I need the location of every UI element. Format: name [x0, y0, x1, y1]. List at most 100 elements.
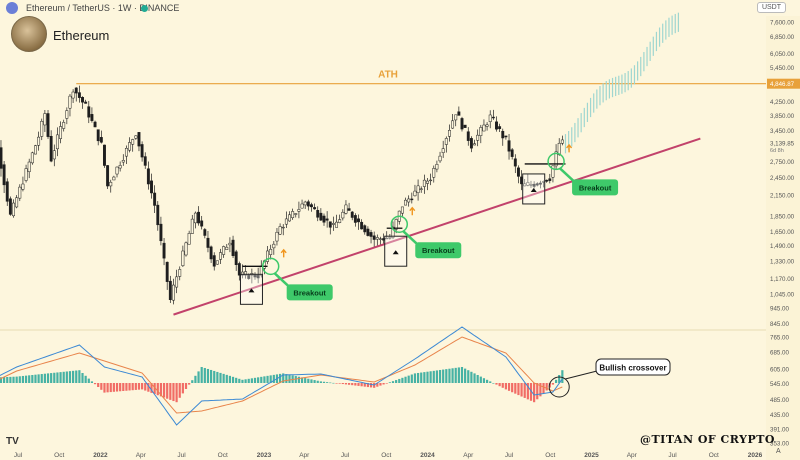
triangle-up-icon — [530, 187, 537, 192]
histogram-bar — [413, 373, 417, 383]
candle-body — [162, 242, 166, 259]
histogram-bar — [53, 372, 56, 383]
currency-selector[interactable]: USDT — [756, 2, 786, 13]
candle-body — [118, 165, 122, 169]
y-tick-label: 945.00 — [770, 305, 789, 312]
histogram-bar — [542, 383, 545, 394]
histogram-bar — [307, 378, 310, 383]
y-tick-label: 391.00 — [770, 426, 789, 433]
candle-body — [150, 180, 153, 194]
x-tick-label: 2024 — [420, 452, 435, 459]
breakout-badge — [286, 284, 333, 301]
candle-body — [115, 166, 119, 175]
tradingview-logo-icon[interactable]: TV — [6, 436, 19, 447]
candle-body — [193, 212, 197, 224]
histogram-bar — [156, 383, 159, 396]
histogram-bar — [103, 383, 106, 393]
x-tick-label: Apr — [299, 452, 310, 459]
candle-body — [15, 197, 19, 208]
candle-body — [501, 130, 505, 139]
histogram-bar — [3, 377, 6, 383]
x-tick-label: 2025 — [584, 452, 599, 459]
y-tick-label: 765.00 — [770, 334, 789, 341]
candle-body — [294, 213, 298, 215]
candle-body — [388, 237, 392, 239]
histogram-bar — [65, 371, 68, 383]
x-tick-label: Jul — [668, 452, 677, 459]
histogram-bar — [153, 383, 156, 395]
histogram-bar — [141, 383, 144, 390]
histogram-bar — [313, 380, 316, 383]
candle-body — [300, 203, 304, 209]
histogram-bar — [332, 382, 335, 384]
candle-body — [200, 220, 204, 227]
symbol-label[interactable]: Ethereum / TetherUS · 1W · BINANCE — [26, 3, 180, 13]
histogram-bar — [354, 383, 357, 386]
histogram-bar — [369, 383, 373, 388]
candle-body — [93, 121, 97, 128]
candle-body — [319, 212, 323, 221]
histogram-bar — [191, 380, 194, 383]
candle-body — [495, 121, 498, 130]
histogram-bar — [435, 370, 439, 383]
y-tick-label: 6,050.00 — [770, 51, 795, 58]
histogram-bar — [56, 372, 59, 383]
candle-body — [146, 168, 150, 185]
histogram-bar — [228, 375, 232, 383]
histogram-bar — [442, 369, 445, 383]
candle-body — [532, 183, 536, 187]
breakout-circle — [261, 257, 280, 276]
histogram-bar — [351, 383, 354, 386]
histogram-bar — [78, 370, 81, 383]
candle-body — [228, 242, 232, 246]
candle-body — [350, 211, 354, 218]
auto-scale-button[interactable]: A — [776, 448, 781, 455]
candle-body — [96, 129, 100, 142]
histogram-bar — [119, 383, 122, 392]
candle-body — [237, 263, 241, 276]
histogram-bar — [294, 376, 297, 383]
candle-body — [128, 142, 132, 151]
histogram-bar — [551, 383, 555, 385]
histogram-bar — [12, 376, 15, 383]
histogram-bar — [482, 378, 486, 383]
histogram-bar — [357, 383, 360, 386]
y-tick-label: 1,650.00 — [770, 229, 795, 236]
y-tick-label: 1,045.00 — [770, 292, 795, 299]
histogram-bar — [253, 377, 257, 383]
histogram-bar — [260, 376, 263, 383]
candle-body — [335, 221, 338, 228]
y-tick-label: 4,846.87 — [770, 81, 795, 88]
breakout-label: Breakout — [293, 288, 326, 297]
crossover-label: Bullish crossover — [599, 364, 666, 373]
histogram-bar — [410, 374, 413, 383]
candle-body — [460, 118, 464, 130]
candle-body — [297, 209, 301, 212]
histogram-bar — [523, 383, 526, 398]
candle-body — [316, 210, 320, 218]
candle-body — [269, 248, 273, 255]
histogram-bar — [178, 383, 181, 398]
histogram-bar — [322, 381, 326, 383]
candle-body — [266, 250, 269, 262]
candle-body — [55, 134, 59, 150]
histogram-bar — [489, 381, 492, 383]
histogram-bar — [175, 383, 178, 403]
candle-body — [432, 168, 436, 178]
macd-line — [0, 326, 563, 426]
y-tick-label: 3,450.00 — [770, 128, 795, 135]
candle-body — [306, 201, 310, 207]
histogram-bar — [24, 375, 28, 383]
y-tick-label: 2,750.00 — [770, 159, 795, 166]
histogram-bar — [539, 383, 542, 397]
histogram-bar — [319, 381, 322, 383]
histogram-bar — [432, 370, 435, 383]
histogram-bar — [150, 383, 153, 393]
histogram-bar — [533, 383, 536, 403]
y-tick-label: 435.00 — [770, 412, 789, 419]
candle-body — [391, 226, 395, 238]
candle-body — [551, 165, 555, 178]
histogram-bar — [495, 383, 498, 385]
histogram-bar — [285, 374, 288, 383]
